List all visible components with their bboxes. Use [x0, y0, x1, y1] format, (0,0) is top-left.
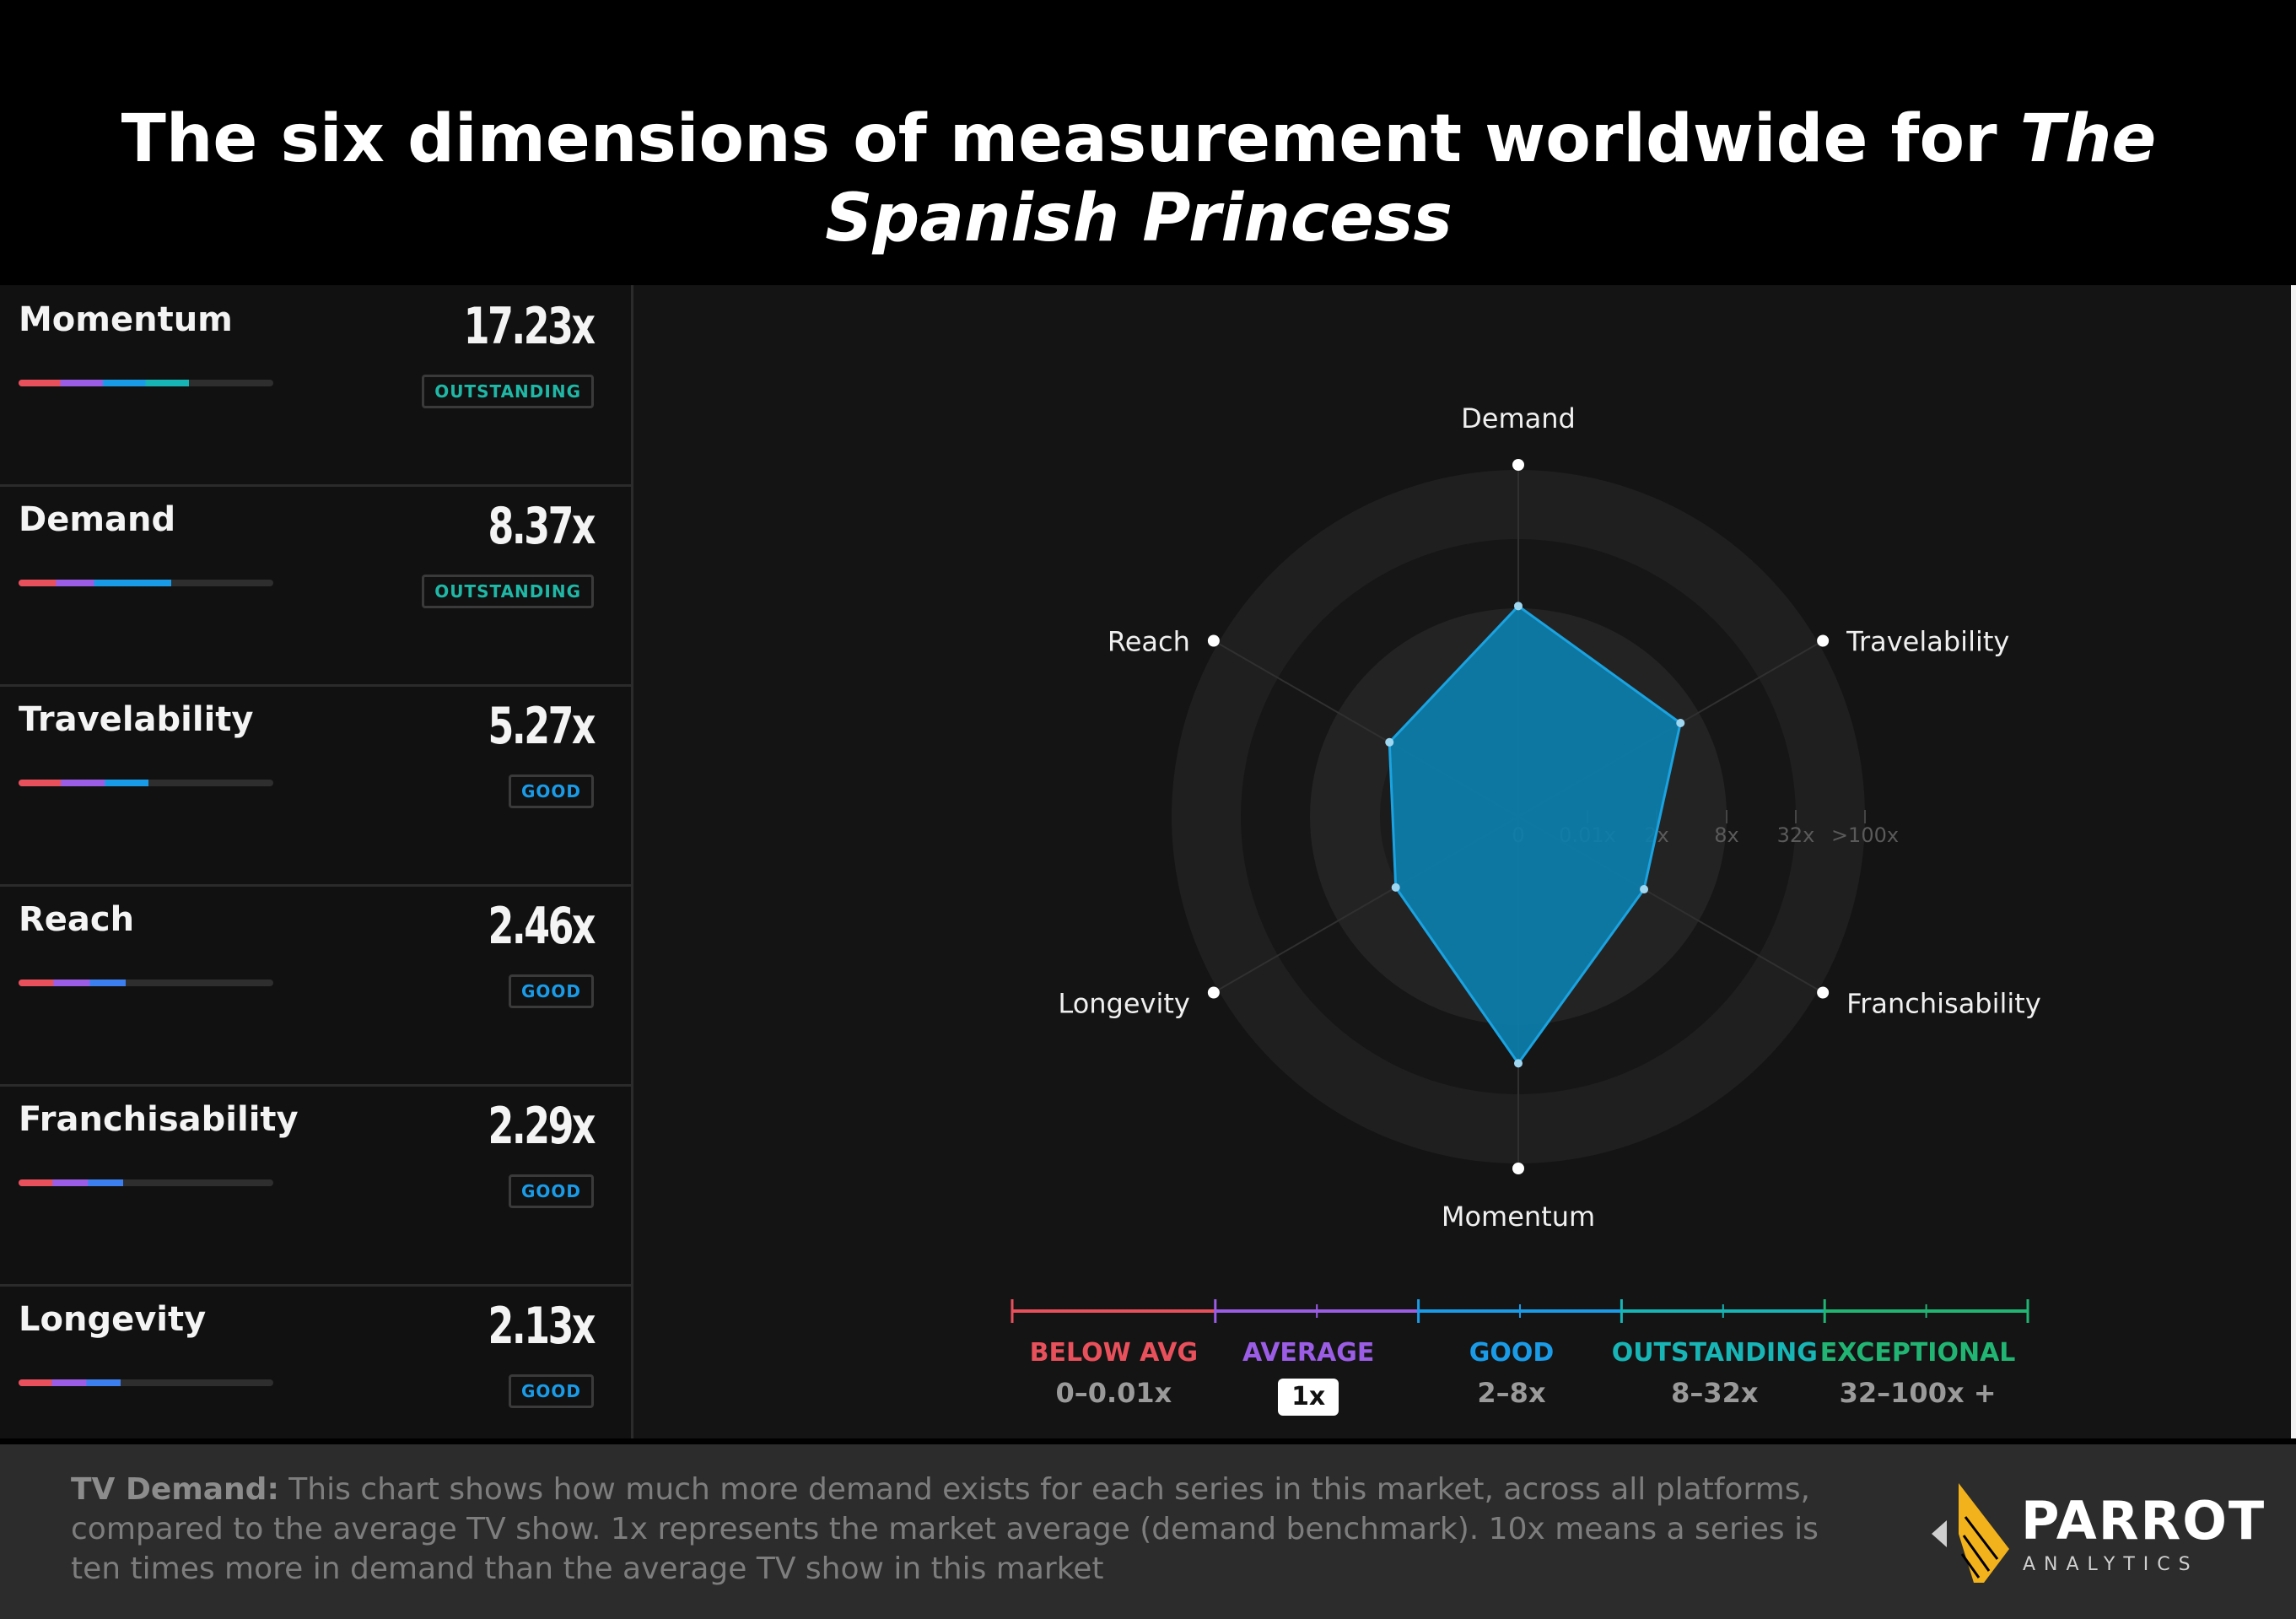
radar-tick-label: 32x: [1777, 823, 1815, 847]
metric-franchisability[interactable]: Franchisability 2.29x GOOD: [0, 1085, 631, 1287]
right-edge: [2291, 285, 2296, 1438]
radar-tick-label: >100x: [1831, 823, 1899, 847]
metric-badge: GOOD: [508, 774, 594, 808]
metric-progress-track: [19, 1179, 273, 1186]
metric-name: Demand: [19, 500, 176, 539]
radar-axis-label-demand: Demand: [1461, 402, 1576, 434]
metric-badge: OUTSTANDING: [422, 375, 594, 408]
radar-axis-label-travelability: Travelability: [1846, 626, 2009, 658]
radar-axis-dot: [1512, 459, 1524, 471]
parrot-analytics-logo: PARROT ANALYTICS: [1915, 1483, 2264, 1584]
footer-note-bold: TV Demand:: [71, 1472, 279, 1507]
metric-value: 2.46x: [488, 897, 596, 956]
metric-progress-fill: [19, 1179, 123, 1186]
footer: TV Demand: This chart shows how much mor…: [0, 1444, 2296, 1619]
title-italic: The Spanish Princess: [825, 101, 2157, 256]
title-band: The six dimensions of measurement worldw…: [0, 0, 2296, 285]
legend-benchmark-pill: 1x: [1278, 1379, 1339, 1416]
radar-point-reach: [1385, 737, 1394, 747]
radar-axis-dot: [1512, 1163, 1524, 1174]
metric-badge: OUTSTANDING: [422, 575, 594, 608]
metric-value: 5.27x: [488, 697, 596, 756]
metric-progress-fill: [19, 580, 172, 586]
metrics-sidebar: Momentum 17.23x OUTSTANDING Demand 8.37x…: [0, 285, 633, 1438]
radar-axis-label-franchisability: Franchisability: [1846, 988, 2041, 1020]
radar-axis-label-longevity: Longevity: [1058, 988, 1189, 1020]
metric-name: Momentum: [19, 300, 233, 339]
radar-axis-dot: [1817, 986, 1830, 999]
radar-axis-dot: [1817, 634, 1830, 647]
metric-progress-fill: [19, 380, 190, 386]
radar-axis-dot: [1207, 634, 1220, 647]
metric-value: 8.37x: [488, 497, 596, 556]
metric-name: Franchisability: [19, 1100, 299, 1139]
legend-range: 0–0.01x: [1055, 1377, 1172, 1409]
legend-label-exceptional: EXCEPTIONAL: [1819, 1338, 2016, 1368]
page-title: The six dimensions of measurement worldw…: [101, 100, 2176, 258]
metric-badge: GOOD: [508, 1374, 594, 1408]
metric-longevity[interactable]: Longevity 2.13x GOOD: [0, 1285, 631, 1484]
metric-progress-fill: [19, 979, 126, 986]
metric-demand[interactable]: Demand 8.37x OUTSTANDING: [0, 485, 631, 687]
radar-axis-label-momentum: Momentum: [1442, 1201, 1595, 1233]
metric-name: Longevity: [19, 1300, 207, 1339]
radar-tick-label: 8x: [1714, 823, 1738, 847]
legend-label-average: AVERAGE: [1242, 1338, 1375, 1368]
radar-point-longevity: [1391, 882, 1400, 892]
radar-point-franchisability: [1640, 885, 1649, 894]
metric-travelability[interactable]: Travelability 5.27x GOOD: [0, 685, 631, 887]
metric-progress-track: [19, 380, 273, 386]
logo-sub: ANALYTICS: [2023, 1554, 2199, 1575]
metric-reach[interactable]: Reach 2.46x GOOD: [0, 885, 631, 1087]
legend-range: 2–8x: [1477, 1377, 1546, 1409]
metric-value: 2.13x: [488, 1297, 596, 1356]
parrot-logo-icon: [1932, 1483, 2009, 1583]
metric-name: Reach: [19, 900, 135, 939]
radar-chart: 00.01x2x8x32x>100xDemandTravelabilityFra…: [1011, 402, 2041, 1323]
metric-value: 17.23x: [464, 297, 596, 356]
legend-label-below-avg: BELOW AVG: [1029, 1338, 1199, 1368]
legend-range: 8–32x: [1671, 1377, 1759, 1409]
metric-progress-track: [19, 580, 273, 586]
metric-progress-track: [19, 1379, 273, 1386]
radar-axis-label-reach: Reach: [1108, 626, 1190, 658]
metric-value: 2.29x: [488, 1097, 596, 1156]
logo-word: PARROT: [2021, 1490, 2266, 1552]
footer-note: TV Demand: This chart shows how much mor…: [71, 1470, 1825, 1589]
metric-progress-fill: [19, 780, 149, 786]
footer-note-text: This chart shows how much more demand ex…: [71, 1472, 1819, 1586]
metric-progress-fill: [19, 1379, 121, 1386]
metric-momentum[interactable]: Momentum 17.23x OUTSTANDING: [0, 285, 631, 487]
legend-label-good: GOOD: [1469, 1338, 1555, 1368]
metric-badge: GOOD: [508, 1174, 594, 1208]
legend-label-outstanding: OUTSTANDING: [1611, 1338, 1818, 1368]
legend-range: 32–100x +: [1839, 1377, 1997, 1409]
radar-chart-area: 00.01x2x8x32x>100xDemandTravelabilityFra…: [633, 285, 2291, 1438]
metric-name: Travelability: [19, 700, 254, 739]
metric-progress-track: [19, 979, 273, 986]
metric-badge: GOOD: [508, 974, 594, 1008]
metric-progress-track: [19, 780, 273, 786]
radar-point-momentum: [1514, 1059, 1523, 1068]
radar-axis-dot: [1207, 986, 1220, 999]
radar-point-demand: [1514, 602, 1523, 611]
radar-point-travelability: [1676, 718, 1685, 727]
title-main: The six dimensions of measurement worldw…: [121, 101, 2020, 177]
